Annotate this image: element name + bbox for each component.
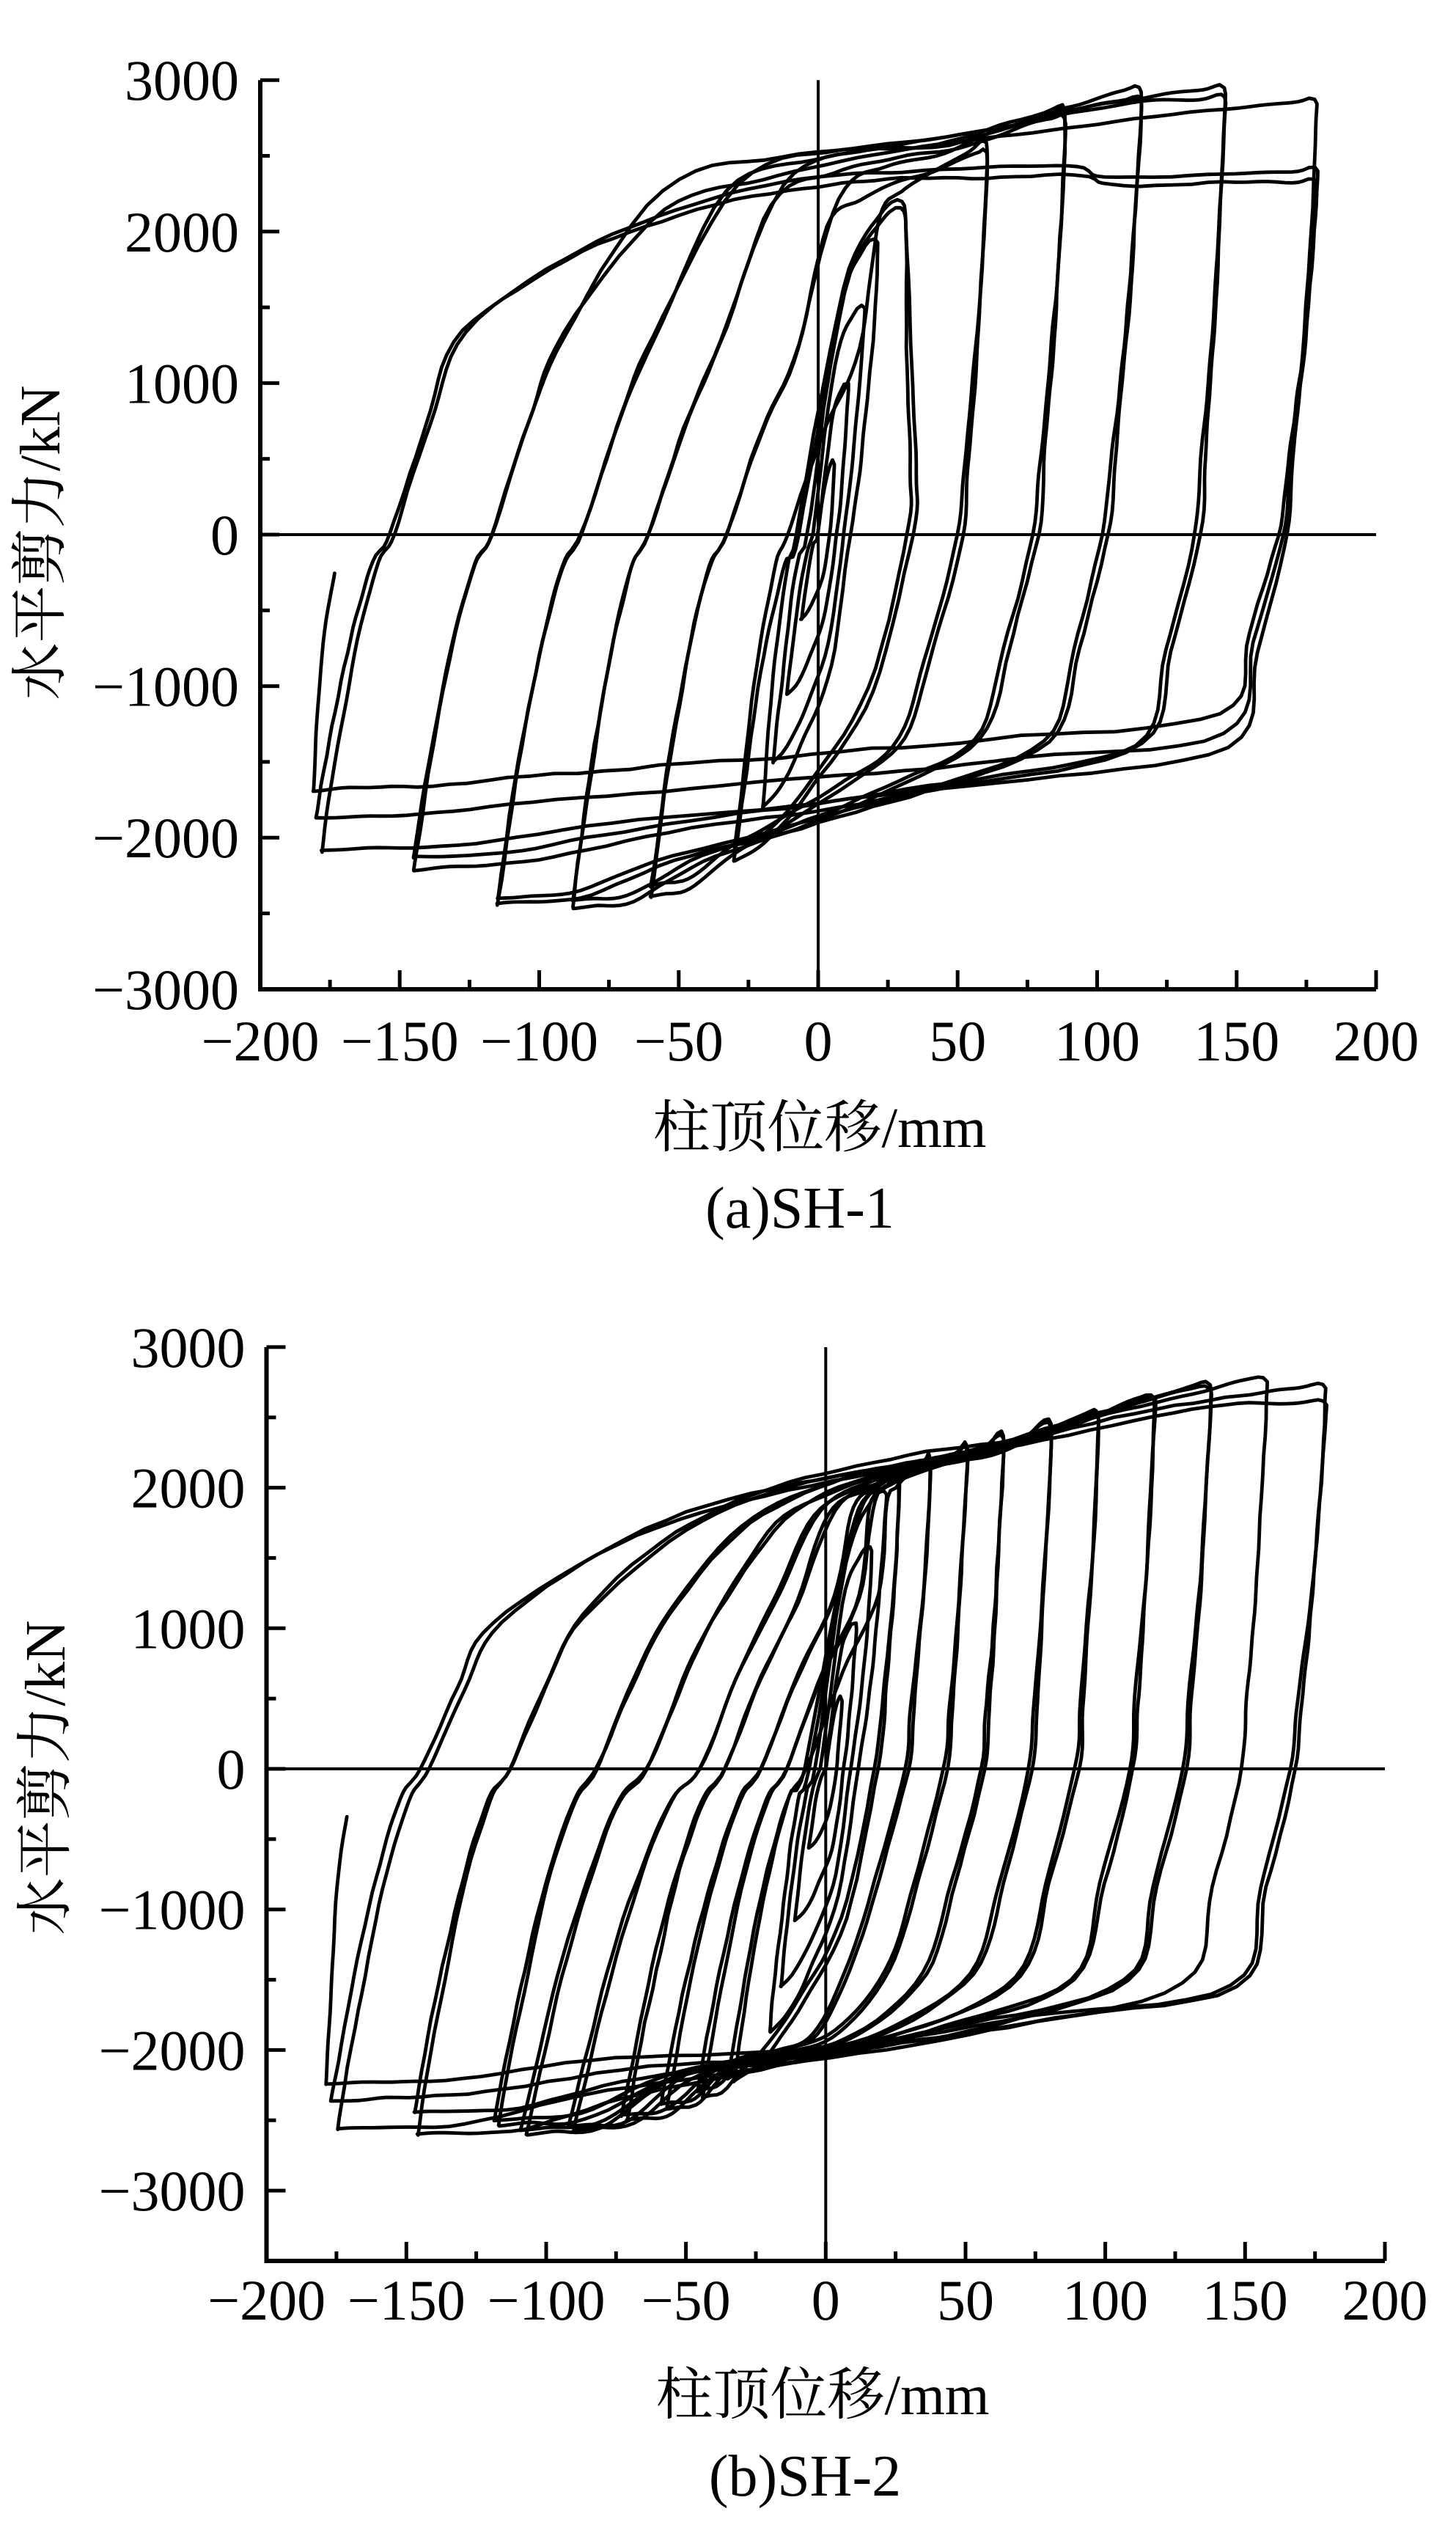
svg-text:−100: −100 xyxy=(480,1009,598,1073)
svg-text:(a)SH-1: (a)SH-1 xyxy=(705,1176,894,1241)
svg-text:−150: −150 xyxy=(341,1009,459,1073)
svg-text:50: 50 xyxy=(937,2268,994,2332)
svg-text:−100: −100 xyxy=(488,2268,606,2332)
svg-text:150: 150 xyxy=(1194,1009,1279,1073)
svg-text:0: 0 xyxy=(210,503,239,567)
svg-text:−50: −50 xyxy=(634,1009,724,1073)
svg-text:−2000: −2000 xyxy=(99,2018,246,2082)
svg-text:200: 200 xyxy=(1342,2268,1428,2332)
svg-text:−1000: −1000 xyxy=(92,655,239,719)
svg-text:1000: 1000 xyxy=(131,1597,246,1660)
svg-text:−2000: −2000 xyxy=(92,806,239,870)
svg-text:3000: 3000 xyxy=(131,1316,246,1379)
svg-text:150: 150 xyxy=(1202,2268,1288,2332)
svg-text:(b)SH-2: (b)SH-2 xyxy=(709,2444,901,2509)
svg-text:−200: −200 xyxy=(207,2268,326,2332)
svg-text:3000: 3000 xyxy=(125,48,239,112)
svg-text:−50: −50 xyxy=(641,2268,731,2332)
svg-text:−150: −150 xyxy=(348,2268,466,2332)
svg-text:100: 100 xyxy=(1062,2268,1148,2332)
svg-text:2000: 2000 xyxy=(125,200,239,264)
svg-text:−3000: −3000 xyxy=(92,958,239,1022)
svg-text:−3000: −3000 xyxy=(99,2159,246,2223)
svg-text:100: 100 xyxy=(1054,1009,1140,1073)
svg-text:−200: −200 xyxy=(202,1009,320,1073)
svg-text:50: 50 xyxy=(929,1009,986,1073)
svg-text:1000: 1000 xyxy=(125,351,239,415)
svg-text:−1000: −1000 xyxy=(99,1878,246,1942)
svg-text:0: 0 xyxy=(804,1009,833,1073)
svg-text:200: 200 xyxy=(1334,1009,1419,1073)
svg-text:2000: 2000 xyxy=(131,1456,246,1520)
svg-text:0: 0 xyxy=(812,2268,840,2332)
svg-text:0: 0 xyxy=(217,1737,246,1801)
